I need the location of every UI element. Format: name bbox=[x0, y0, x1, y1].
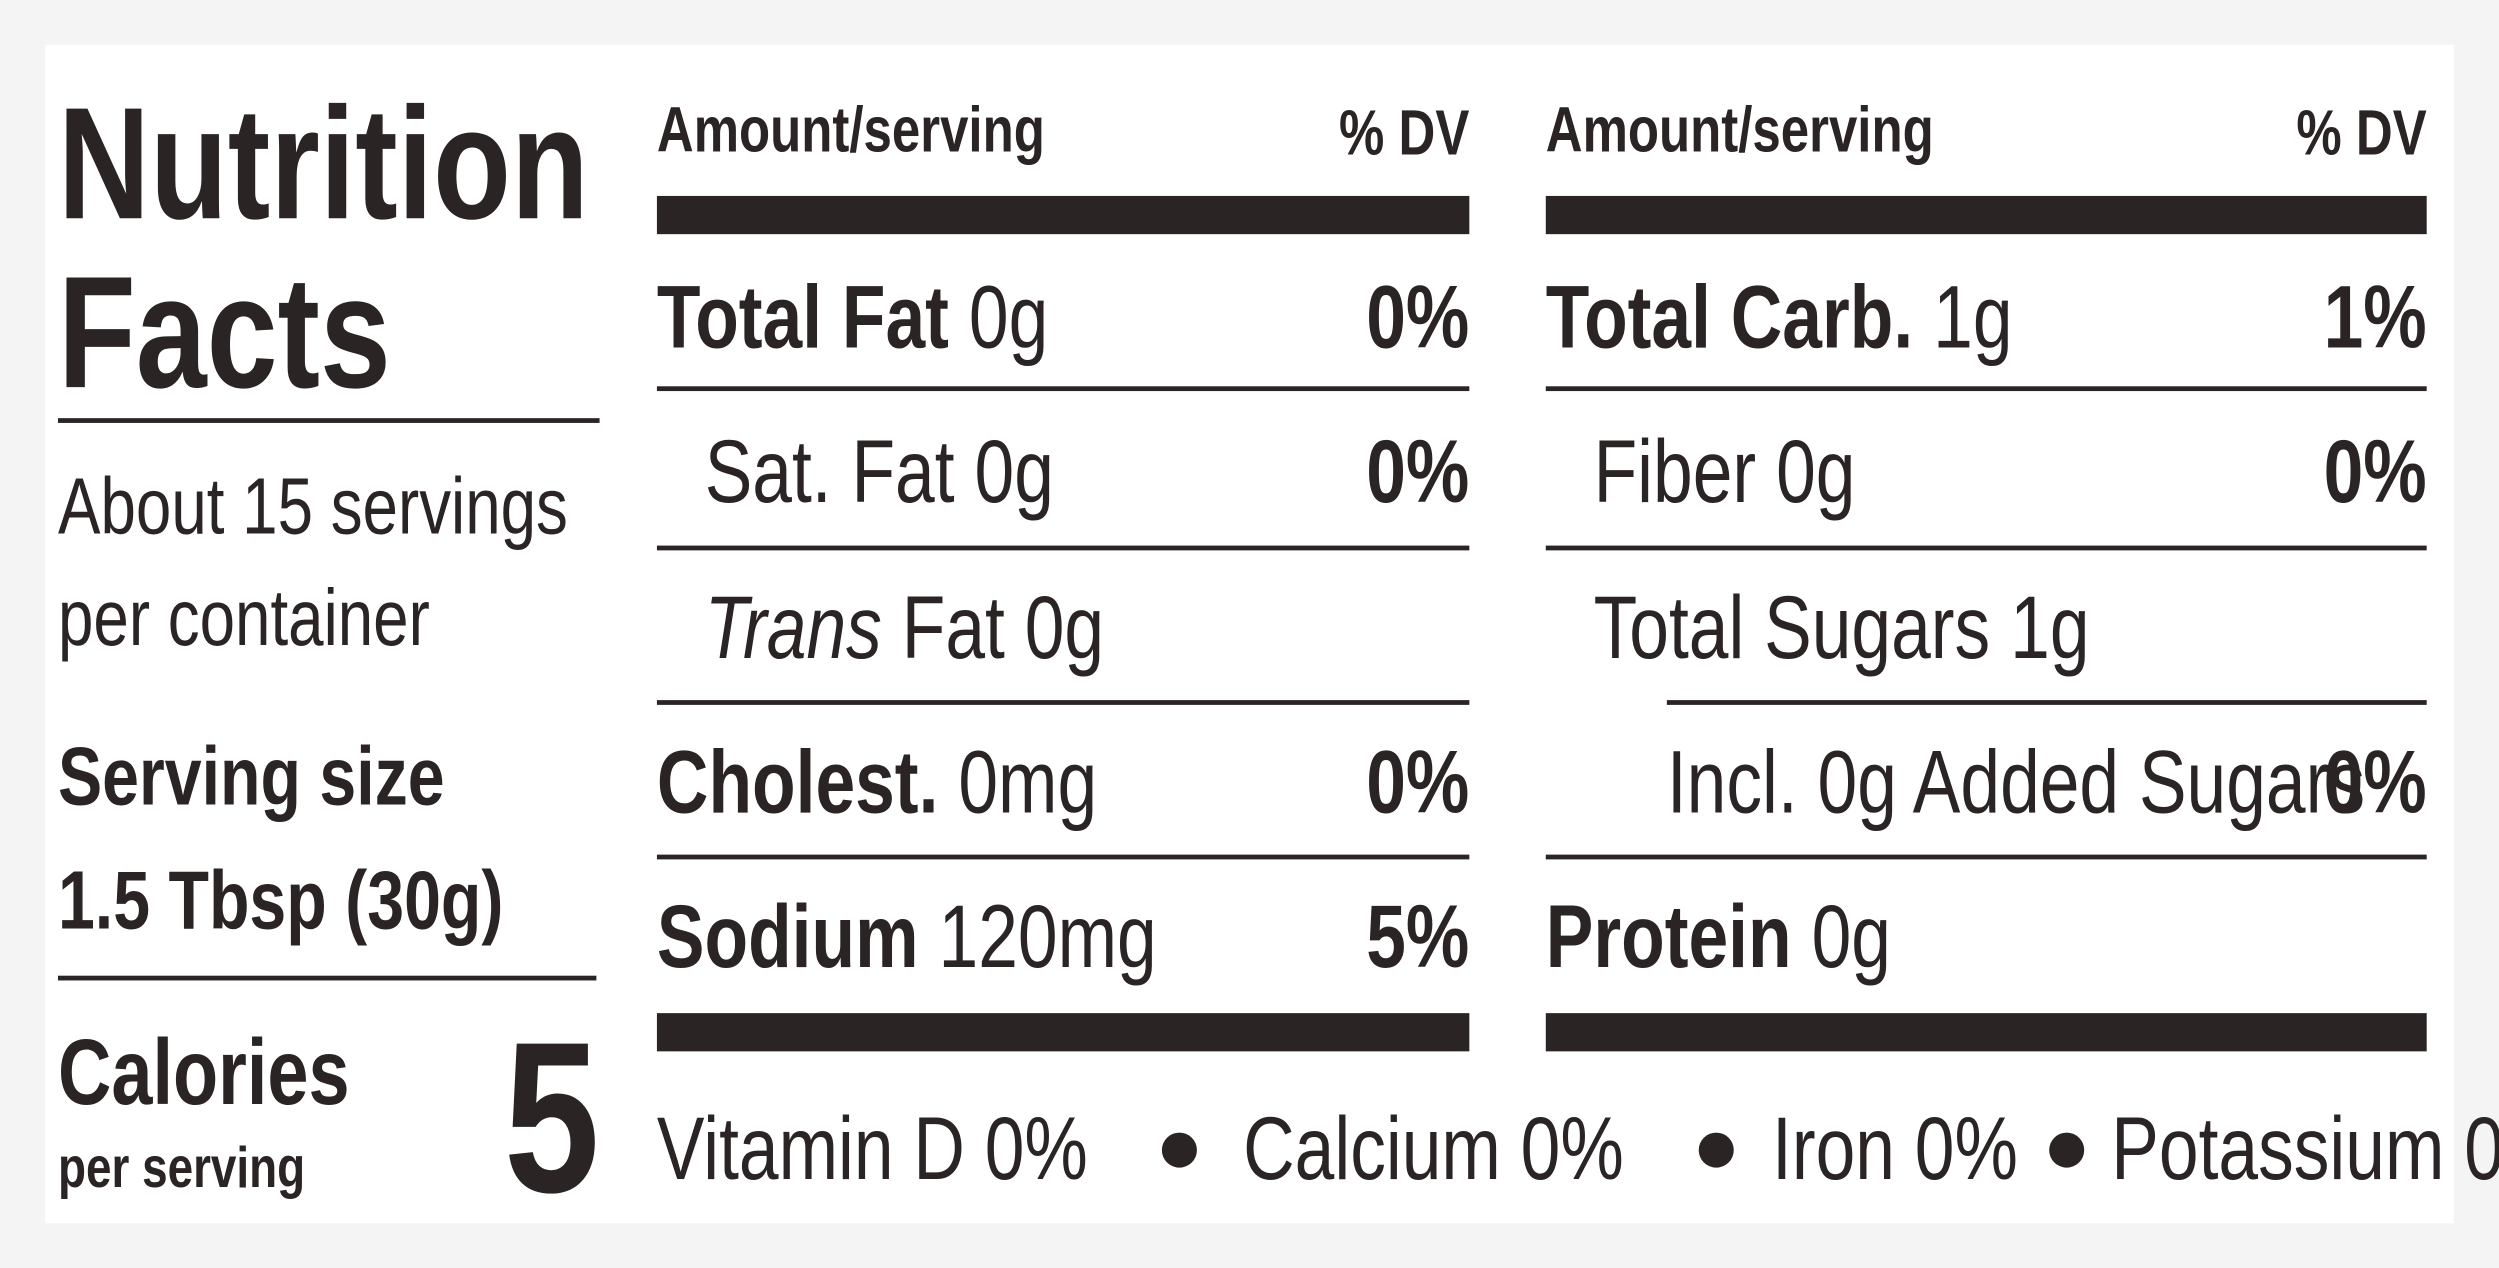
row-divider bbox=[656, 854, 1470, 860]
nutrient-row: Trans Fat 0g bbox=[705, 578, 1104, 677]
column-header: % DV bbox=[1339, 98, 1470, 169]
daily-value: 0% bbox=[1366, 733, 1469, 832]
thick-bar bbox=[1545, 1013, 2427, 1052]
column-header: % DV bbox=[2296, 98, 2427, 169]
daily-value: 5% bbox=[1366, 887, 1469, 986]
micronutrient: Vitamin D 0% bbox=[657, 1099, 1088, 1198]
nutrient-name: Incl. 0g Added Sugars bbox=[1667, 733, 2365, 832]
row-divider bbox=[656, 386, 1470, 392]
nutrient-name: Sat. Fat bbox=[705, 422, 955, 521]
calories-value: 5 bbox=[504, 998, 600, 1238]
daily-value: 0% bbox=[2324, 733, 2427, 832]
serving-size-value: 1.5 Tbsp (30g) bbox=[58, 854, 504, 947]
nutrient-amount: 1g bbox=[1933, 268, 2012, 367]
nutrient-name: Trans bbox=[705, 578, 882, 677]
nutrient-name: Total Carb. bbox=[1546, 268, 1913, 367]
nutrient-row: Sat. Fat 0g bbox=[705, 422, 1054, 521]
daily-value: 0% bbox=[2324, 422, 2427, 521]
column-header: % DV bbox=[1339, 98, 1470, 169]
bullet bbox=[1698, 1132, 1734, 1168]
daily-value: 0% bbox=[1366, 733, 1469, 832]
daily-value: 0% bbox=[1366, 422, 1469, 521]
nutrient-amount: 0g bbox=[969, 268, 1048, 367]
micronutrient: Calcium 0% bbox=[1243, 1099, 1624, 1198]
calories-sublabel: per serving bbox=[58, 1136, 305, 1200]
row-divider bbox=[656, 700, 1470, 705]
daily-value: 0% bbox=[1366, 422, 1469, 521]
column-header: Amount/serving bbox=[657, 95, 1045, 166]
nutrient-name: Total Sugars bbox=[1594, 578, 1991, 677]
nutrient-row: Total Sugars 1g bbox=[1594, 578, 2090, 677]
nutrient-row: Fiber 0g bbox=[1594, 422, 1856, 521]
nutrient-row: Protein 0g bbox=[1546, 887, 1891, 986]
daily-value: 0% bbox=[1366, 268, 1469, 367]
column-header: Amount/serving bbox=[657, 95, 1045, 166]
nutrient-row: Cholest. 0mg bbox=[657, 733, 1097, 832]
nutrient-amount: 0g bbox=[1812, 887, 1891, 986]
column-header: Amount/serving bbox=[1546, 95, 1934, 166]
bullet bbox=[2049, 1132, 2085, 1168]
nutrient-name: Protein bbox=[1546, 887, 1792, 986]
calories-label: Calories bbox=[58, 1020, 350, 1124]
nutrient-amount: 0g bbox=[1776, 422, 1855, 521]
daily-value: 1% bbox=[2324, 268, 2427, 367]
micronutrient: Potassium 0% bbox=[2111, 1099, 2499, 1198]
micronutrient: Iron 0% bbox=[1772, 1099, 2018, 1198]
nutrient-row: Total Fat 0g bbox=[657, 268, 1048, 367]
servings: About 15 servings bbox=[58, 463, 568, 551]
row-divider bbox=[1666, 700, 2427, 705]
daily-value: 0% bbox=[2324, 422, 2427, 521]
nutrient-amount: 120mg bbox=[939, 887, 1157, 986]
daily-value: 0% bbox=[2324, 733, 2427, 832]
nutrient-row: Incl. 0g Added Sugars bbox=[1667, 733, 2365, 832]
servings: About 15 servings bbox=[58, 463, 568, 551]
title: Facts bbox=[58, 242, 391, 421]
nutrient-name: Fiber bbox=[1594, 422, 1757, 521]
nutrient-amount: Fat 0g bbox=[902, 578, 1104, 677]
micronutrient: Potassium 0% bbox=[2111, 1099, 2499, 1198]
daily-value: 1% bbox=[2324, 268, 2427, 367]
thick-bar bbox=[656, 195, 1470, 235]
calories-value: 5 bbox=[504, 998, 600, 1238]
nutrient-name: Sodium bbox=[657, 887, 919, 986]
divider bbox=[57, 418, 600, 423]
row-divider bbox=[1545, 854, 2427, 860]
serving-size-value: 1.5 Tbsp (30g) bbox=[58, 854, 504, 947]
thick-bar bbox=[656, 1013, 1470, 1052]
servings: per container bbox=[58, 574, 430, 662]
thick-bar bbox=[1545, 195, 2427, 235]
nutrient-amount: 0g bbox=[975, 422, 1054, 521]
serving-size-label: Serving size bbox=[58, 729, 445, 822]
calories-label: Calories bbox=[58, 1020, 350, 1124]
column-header: % DV bbox=[2296, 98, 2427, 169]
daily-value: 5% bbox=[1366, 887, 1469, 986]
nutrient-row: Sodium 120mg bbox=[657, 887, 1157, 986]
row-divider bbox=[1545, 386, 2427, 392]
row-divider bbox=[656, 545, 1470, 551]
daily-value: 0% bbox=[1366, 268, 1469, 367]
servings: per container bbox=[58, 574, 430, 662]
serving-size-label: Serving size bbox=[58, 729, 445, 822]
micronutrient: Vitamin D 0% bbox=[657, 1099, 1088, 1198]
row-divider bbox=[1545, 545, 2427, 551]
divider bbox=[57, 975, 597, 981]
bullet bbox=[1161, 1132, 1197, 1168]
nutrient-amount: 0mg bbox=[958, 733, 1097, 832]
nutrient-row: Total Carb. 1g bbox=[1546, 268, 2013, 367]
micronutrient: Calcium 0% bbox=[1243, 1099, 1624, 1198]
title: Nutrition bbox=[58, 74, 589, 253]
title: Facts bbox=[58, 242, 391, 421]
micronutrient: Iron 0% bbox=[1772, 1099, 2018, 1198]
nutrient-name: Total Fat bbox=[657, 268, 949, 367]
column-header: Amount/serving bbox=[1546, 95, 1934, 166]
nutrient-amount: 1g bbox=[2010, 578, 2089, 677]
calories-sublabel: per serving bbox=[58, 1136, 305, 1200]
title: Nutrition bbox=[58, 74, 589, 253]
nutrient-name: Cholest. bbox=[657, 733, 938, 832]
